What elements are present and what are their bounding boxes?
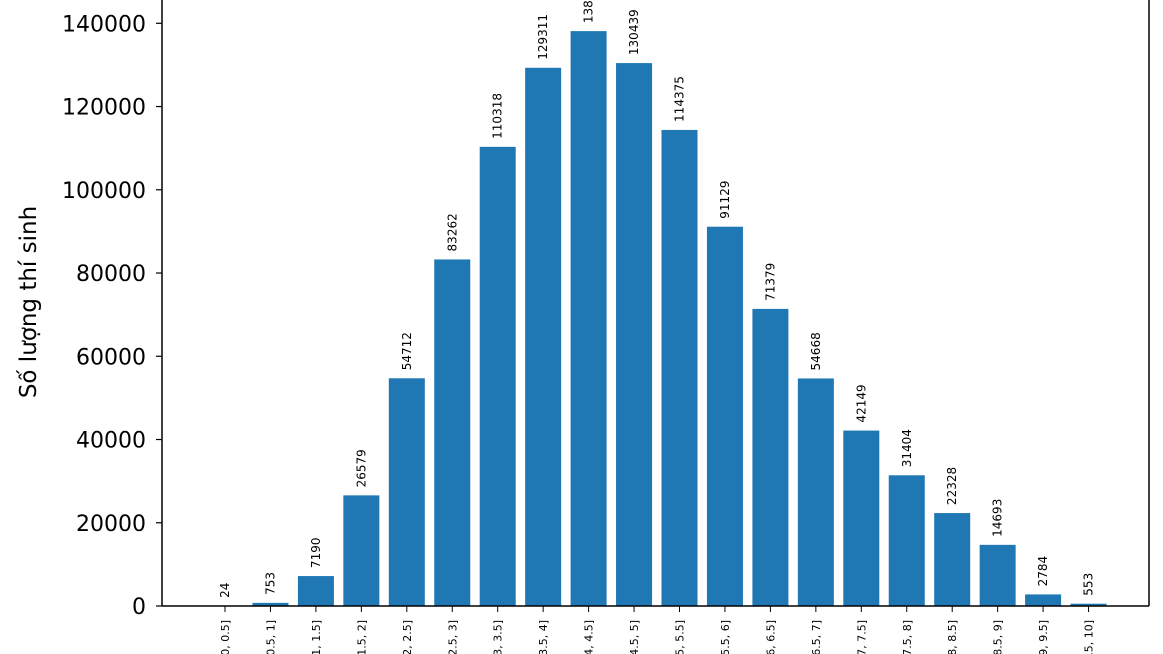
x-tick-label: (9.5, 10]	[1083, 620, 1096, 654]
y-tick-label: 40000	[76, 429, 146, 454]
x-tick-label: (3.5, 4]	[537, 620, 550, 654]
bar	[661, 129, 698, 606]
x-tick-label: (6, 6.5]	[764, 620, 777, 654]
x-tick-label: (3, 3.5]	[492, 620, 505, 654]
bar	[479, 146, 516, 606]
x-tick-label: (2, 2.5]	[401, 620, 414, 654]
bar	[525, 67, 562, 607]
bar	[888, 475, 925, 606]
bar-value-label: 114375	[673, 76, 687, 122]
bar	[434, 259, 471, 606]
bar-value-label: 129311	[536, 14, 550, 60]
bar-value-label: 24	[218, 583, 232, 598]
x-tick-label: [0, 0.5]	[219, 620, 232, 654]
x-tick-label: (1.5, 2]	[355, 620, 368, 654]
bar	[570, 31, 607, 607]
y-tick-label: 0	[132, 595, 146, 620]
bar-value-label: 7190	[309, 538, 323, 569]
bar	[752, 308, 789, 606]
x-tick-label: (9, 9.5]	[1037, 620, 1050, 654]
x-tick-label: (0.5, 1]	[264, 620, 277, 654]
x-tick-label: (7.5, 8]	[901, 620, 914, 654]
bar	[797, 378, 834, 606]
bar-value-label: 110318	[491, 93, 505, 139]
bar	[1025, 594, 1062, 606]
y-tick-label: 80000	[76, 262, 146, 287]
bar-value-label: 138122	[582, 0, 596, 23]
bar-value-label: 2784	[1036, 556, 1050, 587]
bar-labels-group: 24 753 7190 26579 54712 83262 110318 129311 1381…	[218, 0, 1096, 598]
bar-value-label: 42149	[854, 384, 868, 422]
bar	[616, 63, 653, 606]
bar	[706, 226, 743, 606]
bar	[343, 495, 380, 606]
bar	[979, 544, 1016, 606]
bar-value-label: 14693	[991, 499, 1005, 537]
bar	[934, 513, 971, 606]
bar-value-label: 31404	[900, 429, 914, 467]
x-axis: [0, 0.5] (0.5, 1] (1, 1.5] (1.5, 2] (2, 2.5]…	[219, 606, 1096, 654]
x-tick-label: (5, 5.5]	[674, 620, 687, 654]
bar-value-label: 26579	[354, 449, 368, 487]
bar-value-label: 71379	[763, 263, 777, 301]
x-tick-label: (2.5, 3]	[446, 620, 459, 654]
bar	[388, 378, 425, 606]
y-tick-label: 120000	[62, 96, 146, 121]
bar	[1070, 603, 1107, 606]
bar-value-label: 54668	[809, 332, 823, 370]
y-tick-label: 60000	[76, 345, 146, 370]
bar	[297, 576, 334, 606]
x-tick-label: (6.5, 7]	[810, 620, 823, 654]
x-tick-label: (8.5, 9]	[992, 620, 1005, 654]
x-tick-label: (8, 8.5]	[946, 620, 959, 654]
bar-value-label: 54712	[400, 332, 414, 370]
y-tick-label: 140000	[62, 12, 146, 37]
bar-value-label: 22328	[945, 467, 959, 505]
bar-value-label: 83262	[445, 213, 459, 251]
x-tick-label: (4, 4.5]	[583, 620, 596, 654]
y-axis: 0 20000 40000 60000 80000 100000 120000 140000	[62, 12, 162, 620]
bar-value-label: 553	[1082, 573, 1096, 596]
x-tick-label: (1, 1.5]	[310, 620, 323, 654]
y-axis-label: Số lượng thí sinh	[16, 206, 42, 398]
bar-value-label: 91129	[718, 181, 732, 219]
y-tick-label: 100000	[62, 179, 146, 204]
bar-value-label: 130439	[627, 9, 641, 55]
x-tick-label: (5.5, 6]	[719, 620, 732, 654]
bar-value-label: 753	[263, 572, 277, 595]
x-tick-label: (4.5, 5]	[628, 620, 641, 654]
y-tick-label: 20000	[76, 512, 146, 537]
plot-frame	[161, 0, 1150, 607]
bar	[252, 602, 289, 606]
bar	[843, 430, 880, 606]
bars-group	[207, 31, 1107, 607]
x-tick-label: (7, 7.5]	[855, 620, 868, 654]
